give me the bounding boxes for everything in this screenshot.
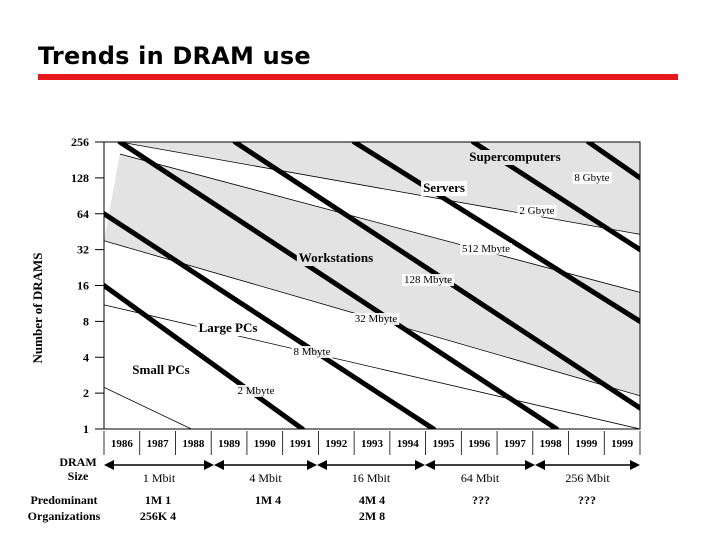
year-label: 1991 [290,438,312,450]
memory-size-line [104,211,437,429]
year-label: 1986 [111,438,134,450]
year-label: 1994 [397,438,420,450]
memory-label-bg [572,172,612,184]
memory-size-label: 2 Gbyte [519,205,554,217]
y-axis-tick-label: 1 [83,422,89,436]
arrowhead-right [630,460,640,470]
title-rule [38,74,678,80]
memory-size-line [585,142,640,181]
band-label-bg [130,363,192,378]
y-axis-tick-label: 4 [83,350,89,364]
dram-generation-label: 256 Mbit [565,471,610,485]
market-band-boundary [119,142,640,235]
market-band-label: Workstations [299,250,373,265]
memory-size-label: 8 Mbyte [294,346,331,358]
year-label: 1993 [361,438,384,450]
arrowhead-left [425,460,435,470]
organization-entry-line1: ??? [472,493,490,507]
memory-size-label: 512 Mbyte [462,243,510,255]
dram-generation-label-bg [127,469,191,485]
memory-size-line [117,142,560,429]
year-label: 1992 [325,438,348,450]
organization-entry-line1: 4M 4 [359,493,385,507]
organization-entry-line2: 2M 8 [359,509,385,523]
memory-size-label: 8 Gbyte [574,172,609,184]
y-axis-tick-label: 32 [77,243,89,257]
year-label: 1989 [218,438,241,450]
year-label: 1987 [147,438,170,450]
year-label: 1999 [575,438,598,450]
arrowhead-right [415,460,425,470]
band-label-bg [296,251,376,266]
market-band-boundary [104,386,192,429]
arrowhead-left [317,460,327,470]
year-label: 1988 [182,438,205,450]
memory-label-bg [291,346,333,358]
year-label: 1999 [611,438,634,450]
memory-label-bg [460,243,513,255]
y-axis-tick-label: 16 [77,279,89,293]
y-axis-tick-label: 64 [77,207,89,221]
band-label-bg [421,181,467,196]
memory-label-bg [235,385,277,397]
year-label: 1996 [468,438,491,450]
year-label: 1997 [504,438,527,450]
market-band-label: Servers [423,180,465,195]
market-band-label: Large PCs [199,320,258,335]
arrowhead-left [535,460,545,470]
organizations-row-label-2: Organizations [28,509,101,523]
y-axis-tick-label: 256 [71,135,89,149]
memory-label-bg [352,313,400,325]
organization-entry-line1: ??? [578,493,596,507]
y-axis-tick-label: 2 [83,386,89,400]
organization-entry-line1: 1M 4 [255,493,281,507]
y-axis-tick-label: 8 [83,314,89,328]
organizations-row-label-1: Predominant [30,493,97,507]
y-axis-label: Number of DRAMS [30,253,45,364]
band-label-bg [467,150,563,165]
dram-generation-label-bg [555,469,620,485]
memory-size-label: 32 Mbyte [355,313,398,325]
dram-generation-label: 4 Mbit [249,471,282,485]
dram-size-row-label-1: DRAM [59,455,96,469]
organization-entry-line2: 256K 4 [140,509,176,523]
dram-size-row-label-2: Size [68,469,89,483]
memory-size-label: 2 Mbyte [238,385,275,397]
arrowhead-right [525,460,535,470]
slide-title: Trends in DRAM use [38,42,311,70]
arrowhead-left [104,460,114,470]
dram-generation-label-bg [448,469,512,485]
market-band-boundary [104,304,640,429]
dram-generation-label-bg [339,469,403,485]
dram-generation-label: 64 Mbit [461,471,500,485]
memory-label-bg [402,274,455,286]
market-band [104,240,640,429]
arrowhead-right [204,460,214,470]
memory-size-line [104,283,306,429]
memory-size-line [351,142,640,324]
market-band-label: Supercomputers [469,149,560,164]
dram-generation-label-bg [233,469,298,485]
market-band-label: Small PCs [132,362,189,377]
y-axis-tick-label: 128 [71,171,89,185]
market-band [104,154,640,396]
memory-size-label: 128 Mbyte [404,274,452,286]
year-label: 1995 [432,438,455,450]
organization-entry-line1: 1M 1 [145,493,171,507]
arrowhead-left [214,460,224,470]
band-label-bg [196,321,260,336]
dram-generation-label: 16 Mbit [352,471,391,485]
year-label: 1998 [540,438,563,450]
arrowhead-right [307,460,317,470]
dram-generation-label: 1 Mbit [143,471,176,485]
memory-label-bg [517,205,557,217]
year-label: 1990 [254,438,277,450]
